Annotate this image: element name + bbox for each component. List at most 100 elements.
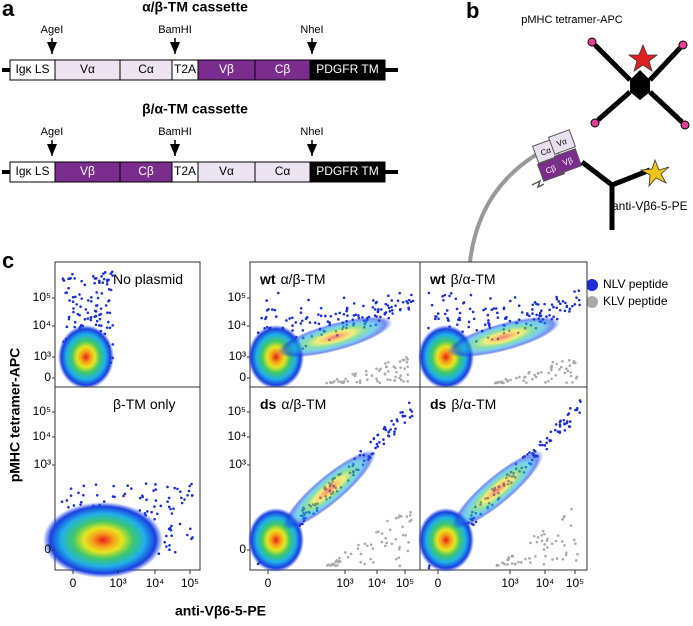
nlv-event: [528, 314, 531, 318]
nlv-event: [154, 488, 158, 491]
nlv-event: [565, 304, 569, 308]
nlv-event: [334, 312, 338, 316]
nlv-event: [326, 320, 330, 323]
nlv-event: [352, 302, 356, 305]
panel-label: b: [466, 0, 479, 23]
klv-event: [506, 379, 510, 382]
flow-plot: wt β/α-TM: [418, 261, 588, 389]
segment-label: T2A: [174, 164, 196, 178]
klv-event: [406, 365, 409, 368]
klv-event: [363, 542, 367, 546]
nlv-event: [394, 304, 397, 307]
nlv-event: [455, 323, 459, 326]
nlv-event: [172, 507, 175, 510]
nlv-event: [100, 275, 103, 278]
nlv-event: [288, 317, 291, 320]
nlv-event: [93, 281, 96, 285]
nlv-event: [123, 492, 127, 496]
nlv-event: [185, 533, 189, 537]
klv-event: [528, 557, 531, 560]
y-tick-label: 10⁴: [32, 429, 51, 443]
nlv-event: [95, 319, 99, 323]
klv-event: [536, 372, 540, 375]
klv-event: [504, 378, 508, 381]
klv-event: [398, 545, 401, 549]
nlv-event: [67, 286, 70, 290]
klv-event: [378, 381, 382, 384]
nlv-event: [113, 495, 116, 499]
flow-plot: ds β/α-TM: [418, 386, 588, 572]
nlv-event: [383, 426, 387, 430]
nlv-event: [153, 517, 156, 521]
nlv-event: [167, 527, 171, 531]
klv-event: [532, 534, 536, 538]
nlv-event: [386, 304, 390, 307]
klv-event: [555, 557, 559, 560]
klv-event: [384, 536, 388, 540]
restriction-site: AgeI: [41, 24, 64, 36]
nlv-event: [545, 447, 549, 451]
nlv-event: [83, 318, 87, 321]
nlv-event: [409, 408, 412, 411]
klv-event: [388, 528, 392, 532]
nlv-event: [183, 498, 186, 501]
klv-event: [534, 375, 538, 379]
klv-event: [375, 367, 378, 371]
nlv-event: [102, 272, 105, 275]
segment-label: Vβ: [219, 62, 234, 76]
klv-event: [561, 360, 564, 363]
plot-title-name: α/β-TM: [281, 271, 326, 287]
nlv-event: [552, 305, 555, 309]
plot-title: β-TM only: [113, 396, 176, 412]
klv-event: [406, 358, 409, 361]
klv-event: [364, 369, 368, 373]
nlv-event: [552, 315, 555, 319]
nlv-event: [539, 314, 543, 318]
nlv-event: [107, 299, 110, 303]
klv-event: [494, 381, 498, 385]
nlv-event: [94, 323, 98, 327]
klv-event: [327, 563, 330, 567]
nlv-event: [569, 407, 572, 410]
nlv-event: [62, 279, 66, 282]
nlv-event: [568, 307, 572, 311]
nlv-event: [443, 312, 447, 316]
klv-event: [407, 541, 410, 544]
nlv-event: [517, 304, 521, 308]
nlv-event: [80, 500, 83, 504]
klv-event: [392, 365, 396, 368]
nlv-event: [407, 401, 411, 405]
klv-event: [387, 361, 390, 364]
nlv-event: [67, 315, 71, 319]
nlv-event: [472, 523, 475, 527]
nlv-event: [67, 317, 71, 321]
klv-event: [522, 379, 525, 383]
klv-event: [325, 381, 328, 385]
klv-event: [518, 375, 521, 379]
nlv-event: [448, 294, 451, 298]
nlv-event: [86, 311, 90, 315]
klv-event: [545, 539, 549, 542]
klv-event: [536, 536, 540, 539]
klv-event: [405, 360, 409, 364]
nlv-event: [403, 421, 407, 424]
nlv-event: [543, 302, 546, 306]
nlv-event: [71, 272, 74, 276]
nlv-event: [538, 311, 542, 315]
klv-event: [340, 381, 343, 384]
nlv-event: [126, 484, 129, 488]
nlv-event: [111, 324, 114, 327]
nlv-event: [73, 320, 77, 324]
klv-event: [541, 529, 545, 533]
schematic: [468, 37, 690, 263]
nlv-event: [387, 430, 390, 434]
nlv-event: [390, 419, 393, 423]
nlv-event: [294, 321, 298, 324]
nlv-event: [490, 308, 494, 312]
nlv-event: [410, 410, 414, 413]
y-tick-label: 0: [44, 542, 51, 556]
nlv-event: [526, 313, 529, 317]
cassette-segment: [309, 59, 386, 81]
tcr-label: Cα: [539, 145, 552, 157]
